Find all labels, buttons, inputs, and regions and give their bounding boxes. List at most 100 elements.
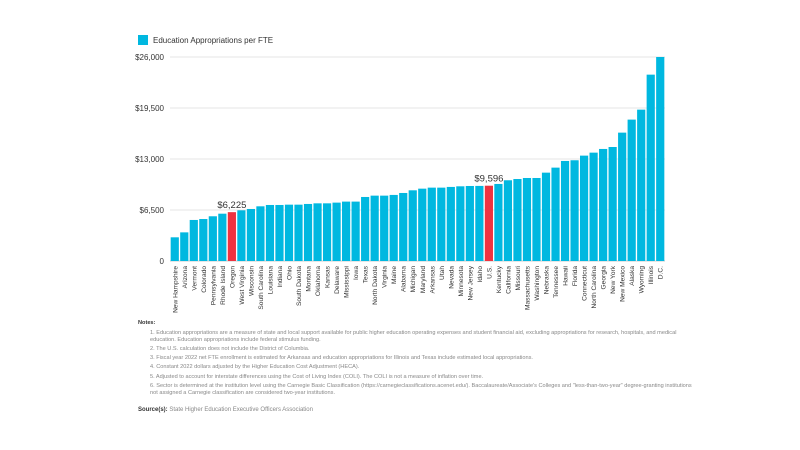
x-tick-label: Michigan — [410, 266, 417, 293]
bar-virginia — [380, 195, 389, 261]
y-tick-label: $13,000 — [135, 155, 164, 164]
x-tick-label: New Hampshire — [172, 266, 179, 313]
bar-nevada — [446, 186, 455, 261]
y-tick-label: $6,500 — [140, 206, 165, 215]
bar-utah — [437, 187, 446, 261]
bar-south-carolina — [256, 206, 265, 261]
bar-new-jersey — [465, 185, 474, 261]
bar-connecticut — [579, 155, 589, 261]
x-tick-label: Arizona — [182, 266, 189, 289]
notes-section: Notes: 1. Education appropriations are a… — [138, 320, 698, 399]
x-tick-label: Arkansas — [429, 265, 436, 293]
x-tick-label: Connecticut — [582, 266, 589, 301]
source-text: State Higher Education Executive Officer… — [169, 407, 313, 413]
x-tick-label: Vermont — [191, 266, 198, 291]
x-tick-label: Alabama — [401, 266, 408, 292]
bar-tennessee — [551, 167, 560, 261]
bar-indiana — [275, 204, 284, 261]
note-4: 4. Constant 2022 dollars adjusted by the… — [150, 364, 360, 371]
x-tick-label: Colorado — [201, 266, 208, 293]
x-tick-label: Nevada — [448, 266, 455, 289]
bar-missouri — [513, 179, 522, 261]
bar-alabama — [399, 192, 408, 261]
bar-north-dakota — [370, 195, 379, 261]
x-tick-label: Florida — [572, 266, 579, 286]
x-tick-label: Montana — [306, 266, 313, 292]
bar-north-carolina — [589, 152, 598, 261]
x-tick-label: Kentucky — [496, 265, 503, 293]
x-tick-label: Texas — [363, 265, 370, 283]
bar-south-dakota — [294, 204, 303, 261]
bar-hawaii — [560, 160, 570, 261]
bar-vermont — [189, 219, 198, 261]
note-6: 6. Sector is determined at the instituti… — [150, 382, 692, 397]
bar-minnesota — [456, 186, 465, 261]
x-tick-label: New York — [610, 265, 617, 294]
x-tick-label: South Carolina — [258, 266, 265, 310]
bar-oregon — [227, 212, 236, 261]
x-tick-label: North Dakota — [372, 266, 379, 305]
x-tick-label: Hawaii — [563, 265, 570, 285]
x-tick-label: South Dakota — [296, 266, 303, 306]
bar-delaware — [332, 202, 341, 261]
x-tick-label: Tennessee — [553, 266, 560, 298]
source-line: Source(s): State Higher Education Execut… — [138, 407, 313, 413]
x-tick-label: Virginia — [382, 266, 389, 288]
bar-new-mexico — [618, 132, 627, 261]
bar-montana — [303, 203, 313, 261]
y-tick-label: $19,500 — [135, 104, 164, 113]
note-1: 1. Education appropriations are a measur… — [150, 329, 677, 344]
bar-west-virginia — [237, 210, 246, 261]
x-tick-label: North Carolina — [591, 266, 598, 309]
x-tick-label: Indiana — [277, 266, 284, 288]
x-tick-label: Utah — [439, 266, 446, 280]
bar-rhode-island — [218, 213, 227, 261]
source-label: Source(s): — [138, 407, 168, 413]
x-tick-label: Illinois — [648, 265, 655, 284]
bar-california — [503, 180, 513, 261]
bar-u-s- — [484, 185, 493, 261]
bar-arizona — [180, 232, 189, 261]
bar-kansas — [322, 203, 332, 261]
x-tick-label: Ohio — [286, 266, 293, 280]
bar-kentucky — [494, 183, 503, 261]
bar-nebraska — [541, 172, 551, 261]
x-tick-label: Pennsylvania — [210, 266, 217, 306]
bar-maryland — [418, 188, 427, 261]
x-tick-label: Massachusetts — [524, 265, 531, 310]
x-tick-label: Wisconsin — [248, 266, 255, 296]
bar-arkansas — [427, 187, 436, 261]
note-5: 5. Adjusted to account for interstate di… — [150, 373, 484, 380]
x-tick-label: Wyoming — [639, 266, 646, 294]
bar-idaho — [475, 185, 484, 261]
x-tick-label: Minnesota — [458, 266, 465, 297]
bar-ohio — [284, 204, 294, 261]
x-tick-label: Iowa — [353, 266, 360, 280]
note-2: 2. The U.S. calculation does not include… — [150, 346, 310, 353]
bar-texas — [361, 196, 370, 261]
x-tick-label: Oklahoma — [315, 266, 322, 296]
y-tick-label: 0 — [160, 257, 165, 266]
x-tick-label: Kansas — [325, 265, 332, 288]
x-tick-label: Alaska — [629, 266, 636, 286]
bar-illinois — [646, 74, 655, 262]
bar-d-c- — [656, 57, 665, 261]
bar-wisconsin — [246, 208, 256, 261]
bar-louisiana — [265, 204, 275, 261]
x-tick-label: Oregon — [229, 266, 236, 288]
x-tick-label: Washington — [534, 266, 541, 301]
x-tick-label: New Jersey — [467, 265, 474, 300]
x-tick-label: California — [505, 266, 512, 294]
bar-iowa — [351, 201, 360, 261]
bar-georgia — [599, 148, 608, 261]
notes-heading: Notes: — [138, 320, 156, 326]
bar-florida — [570, 160, 579, 261]
data-label: $6,225 — [217, 200, 246, 211]
legend-swatch — [138, 35, 148, 45]
chart-legend: Education Appropriations per FTE — [138, 35, 273, 45]
bar-michigan — [408, 190, 417, 261]
x-tick-label: Delaware — [334, 266, 341, 294]
note-3: 3. Fiscal year 2022 net FTE enrollment i… — [150, 355, 533, 362]
bar-chart: 0 $6,500 $13,000 $19,500 $26,000 New Hampshir… — [135, 53, 665, 313]
bar-pennsylvania — [208, 216, 217, 261]
